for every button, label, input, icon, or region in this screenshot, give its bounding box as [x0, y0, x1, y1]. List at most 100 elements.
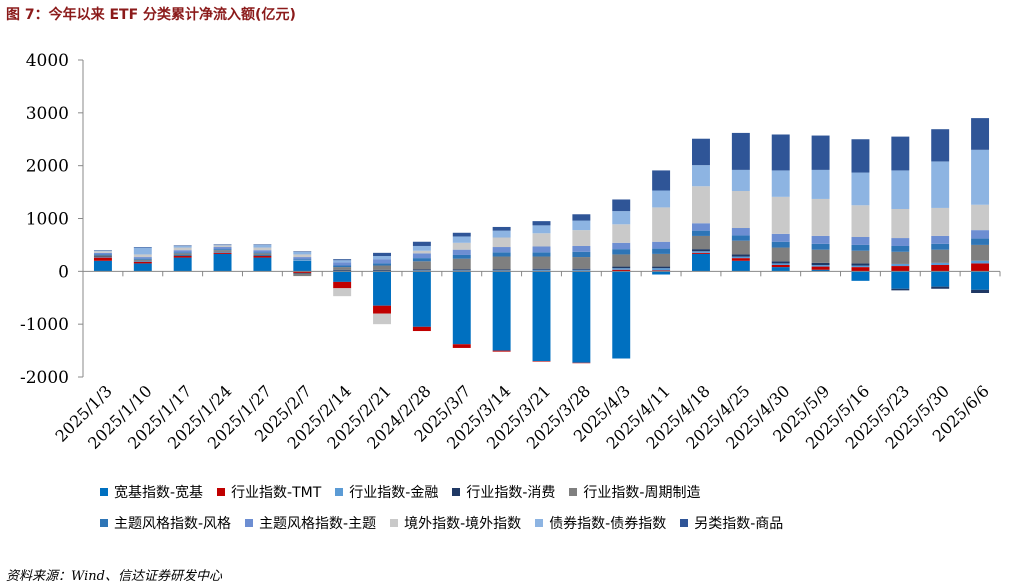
- bar-segment-9-3: [452, 269, 471, 271]
- bar-segment-16-1: [731, 258, 750, 261]
- bar-segment-10-3: [492, 269, 511, 271]
- bar-segment-12-3: [572, 268, 591, 270]
- bar-segment-3-7: [213, 245, 232, 248]
- bar-segment-0-0: [93, 260, 112, 272]
- bar-segment-12-9: [572, 214, 591, 221]
- bar-segment-18-8: [811, 169, 830, 199]
- bar-segment-10-8: [492, 230, 511, 238]
- bar-segment-4-4: [253, 253, 272, 255]
- bar-segment-0-7: [93, 251, 112, 253]
- bar-segment-2-0: [173, 257, 192, 272]
- bar-segment-0-1: [93, 257, 112, 261]
- bar-segment-5-5: [293, 259, 312, 261]
- bar-segment-19-4: [851, 250, 870, 264]
- legend-label: 行业指数-周期制造: [583, 485, 701, 501]
- legend-label: 行业指数-消费: [466, 485, 556, 501]
- bar-segment-8-9: [412, 241, 431, 246]
- bar-segment-3-5: [213, 249, 232, 251]
- bar-segment-19-9: [851, 139, 870, 173]
- bar-segment-12-8: [572, 220, 591, 231]
- bar-segment-15-2: [692, 251, 710, 253]
- bar-segment-5-8: [293, 251, 312, 255]
- bar-segment-4-3: [253, 254, 272, 256]
- bar-segment-12-6: [572, 245, 591, 252]
- bar-segment-1-3: [133, 260, 152, 262]
- legend-swatch: [680, 519, 689, 527]
- bar-segment-5-3: [293, 272, 312, 274]
- bar-segment-10-6: [492, 247, 511, 253]
- bar-segment-8-0: [412, 271, 431, 327]
- bar-segment-22-9: [971, 118, 990, 150]
- bar-segment-18-1: [811, 266, 830, 270]
- bar-segment-0-9: [93, 250, 112, 251]
- bar-segment-14-0: [652, 271, 671, 275]
- bar-segment-17-0: [771, 267, 790, 272]
- bar-segment-16-8: [731, 169, 750, 192]
- bar-segment-7-8: [373, 256, 391, 260]
- bar-segment-7-4: [373, 265, 391, 270]
- bar-segment-1-7: [133, 254, 152, 258]
- bar-segment-5-7: [293, 254, 312, 258]
- bar-segment-21-7: [931, 207, 950, 236]
- bar-segment-16-6: [731, 228, 750, 236]
- bar-segment-8-5: [412, 258, 431, 262]
- bar-segment-9-4: [452, 258, 471, 270]
- source-note: 资料来源：Wind、信达证券研发中心: [6, 569, 222, 584]
- legend-label: 行业指数-金融: [349, 485, 439, 501]
- bar-segment-9-9: [452, 232, 471, 237]
- bar-segment-13-1: [612, 269, 631, 272]
- bar-segment-15-9: [692, 138, 710, 166]
- bar-segment-22-2: [971, 260, 990, 264]
- bar-segment-6-3: [333, 269, 352, 271]
- legend-item: 境外指数-境外指数: [390, 513, 521, 533]
- legend-swatch: [245, 519, 254, 527]
- bar-segment-10-2: [492, 270, 511, 272]
- bar-segment-3-1: [213, 252, 232, 254]
- bar-segment-7-3: [373, 269, 391, 271]
- bar-segment-10-1: [492, 350, 511, 352]
- bar-segment-7-1: [373, 305, 391, 314]
- bar-segment-11-7: [532, 233, 551, 247]
- bar-segment-8-4: [412, 261, 431, 270]
- bar-segment-13-2: [612, 268, 631, 270]
- legend-swatch: [100, 488, 108, 496]
- bar-segment-9-6: [452, 249, 471, 255]
- legend-item: 主题风格指数-风格: [100, 513, 231, 533]
- bar-segment-17-3: [771, 261, 790, 264]
- bar-segment-15-8: [692, 165, 710, 187]
- bar-segment-0-3: [93, 256, 112, 258]
- bar-segment-3-2: [213, 252, 232, 253]
- bar-segment-21-4: [931, 249, 950, 263]
- y-tick-label: 4000: [26, 51, 69, 71]
- bar-segment-12-2: [572, 269, 591, 272]
- bar-segment-2-7: [173, 247, 192, 251]
- bar-segment-9-2: [452, 270, 471, 272]
- bar-segment-6-4: [333, 267, 352, 270]
- bar-segment-17-9: [771, 134, 790, 171]
- bar-segment-22-5: [971, 238, 990, 245]
- legend-item: 行业指数-TMT: [217, 482, 321, 502]
- bar-segment-4-1: [253, 256, 272, 258]
- bar-segment-17-4: [771, 247, 790, 262]
- bar-segment-7-9: [373, 252, 391, 257]
- bar-segment-16-2: [731, 256, 750, 259]
- legend-label: 主题风格指数-主题: [259, 516, 377, 532]
- bar-segment-11-5: [532, 252, 551, 257]
- bar-segment-13-6: [612, 242, 631, 250]
- bar-segment-4-7: [253, 247, 272, 251]
- bar-segment-8-8: [412, 245, 431, 251]
- y-tick-label: 3000: [26, 104, 69, 124]
- bar-segment-2-5: [173, 252, 192, 254]
- legend-item: 债券指数-债券指数: [535, 513, 666, 533]
- bar-segment-0-2: [93, 257, 112, 258]
- bar-segment-7-7: [373, 313, 391, 325]
- bar-segment-19-5: [851, 244, 870, 251]
- bar-segment-3-3: [213, 251, 232, 253]
- legend-label: 债券指数-债券指数: [549, 516, 667, 532]
- bar-segment-5-2: [293, 260, 312, 261]
- bar-segment-15-3: [692, 249, 710, 252]
- bar-segment-20-1: [891, 266, 910, 272]
- bar-segment-22-1: [971, 263, 990, 272]
- y-tick-label: 2000: [26, 157, 69, 177]
- bar-segment-9-8: [452, 236, 471, 243]
